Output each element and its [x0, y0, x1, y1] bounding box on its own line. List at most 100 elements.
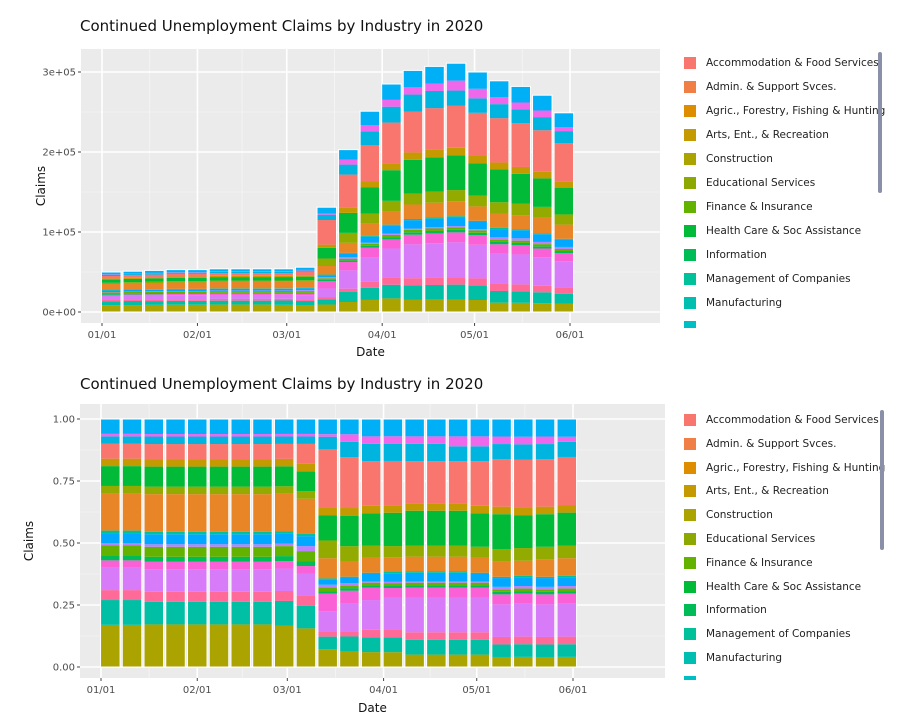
bar-segment — [252, 546, 273, 557]
legend-key — [684, 201, 696, 213]
bar-segment — [361, 461, 381, 506]
legend-key — [684, 153, 696, 165]
bar-segment — [252, 531, 273, 535]
bar-segment — [467, 220, 488, 222]
bar-segment — [383, 546, 403, 558]
bar-segment — [532, 303, 553, 312]
bar-outline — [230, 268, 251, 313]
bar-outline — [208, 268, 230, 313]
bar-segment — [100, 533, 121, 543]
bar-segment — [165, 561, 186, 570]
bar-segment — [122, 436, 142, 444]
bar-segment — [317, 636, 338, 650]
bar-segment — [513, 636, 534, 645]
bar-segment — [424, 191, 445, 203]
bar-segment — [209, 300, 229, 305]
bar-segment — [381, 225, 402, 234]
bar-segment — [295, 293, 315, 296]
bar-segment — [166, 277, 186, 282]
bar-segment — [317, 558, 338, 579]
bar-segment — [381, 170, 402, 201]
bar-segment — [209, 280, 229, 282]
bar-segment — [404, 571, 425, 573]
bar-segment — [383, 573, 403, 582]
bar-segment — [317, 449, 338, 508]
legend-top[interactable]: Accommodation & Food Services Admin. & Su… — [680, 50, 895, 328]
bar-outline — [556, 418, 578, 668]
bar-segment — [295, 292, 315, 294]
bar-segment — [446, 284, 466, 300]
bar-segment — [338, 232, 359, 243]
bar-segment — [144, 304, 165, 312]
bar-segment — [510, 86, 531, 103]
bar-segment — [122, 624, 142, 667]
bar-segment — [230, 444, 251, 460]
legend-key — [684, 437, 696, 450]
legend-bottom[interactable]: Accommodation & Food Services Admin. & Su… — [680, 408, 895, 680]
bar-segment — [101, 305, 121, 312]
bar-segment — [535, 506, 555, 515]
bar-segment — [122, 590, 142, 601]
bar-segment — [513, 575, 534, 578]
bar-segment — [209, 419, 229, 435]
bar-segment — [424, 227, 445, 229]
bar-segment — [338, 258, 359, 261]
bar-segment — [144, 624, 164, 667]
bar-segment — [403, 193, 423, 205]
bar-segment — [295, 295, 315, 300]
bar-segment — [187, 591, 208, 602]
legend-label: Health Care & Soc Assistance — [706, 580, 862, 593]
bar-segment — [360, 131, 380, 146]
legend-scrollbar-bottom[interactable] — [880, 410, 884, 550]
bar-segment — [122, 543, 142, 546]
bar-segment — [339, 585, 360, 589]
bar-segment — [448, 572, 468, 582]
bar-segment — [361, 574, 381, 582]
bar-segment — [230, 531, 251, 535]
bar-segment — [317, 288, 337, 298]
bar-segment — [513, 436, 534, 445]
legend-scrollbar-top[interactable] — [878, 52, 882, 193]
bar-segment — [470, 446, 490, 462]
bar-segment — [165, 544, 186, 547]
bar-segment — [144, 434, 164, 437]
bar-segment — [252, 434, 273, 437]
bar-segment — [467, 112, 488, 156]
bar-segment — [296, 605, 316, 629]
bar-segment — [557, 505, 577, 513]
bar-segment — [123, 292, 143, 294]
legend-item: Finance & Insurance — [684, 197, 813, 217]
bar-segment — [295, 300, 315, 306]
bar-segment — [296, 628, 316, 667]
bar-segment — [535, 559, 555, 577]
bar-outline — [338, 149, 359, 313]
bar-segment — [100, 458, 121, 467]
legend-label: Health Care & Soc Assistance — [706, 225, 862, 237]
bar-segment — [273, 273, 294, 276]
bar-segment — [403, 229, 423, 233]
bar-segment — [209, 544, 229, 547]
bar-segment — [360, 181, 380, 188]
bar-segment — [532, 110, 553, 118]
bar-segment — [230, 304, 251, 312]
bar-segment — [274, 531, 294, 534]
bar-segment — [381, 234, 402, 238]
bar-segment — [165, 459, 186, 467]
x-axis-title: Date — [358, 701, 387, 715]
bar-segment — [360, 242, 380, 244]
bar-segment — [123, 274, 143, 276]
legend-item: Information — [684, 245, 767, 265]
bar-segment — [510, 215, 531, 230]
bar-segment — [383, 597, 403, 630]
bar-segment — [446, 80, 466, 91]
bar-segment — [424, 218, 445, 228]
bar-segment — [230, 534, 251, 545]
bar-segment — [535, 636, 555, 645]
bar-segment — [489, 241, 509, 245]
bar-segment — [403, 152, 423, 160]
bar-segment — [144, 270, 165, 273]
bar-segment — [360, 213, 380, 224]
chart-title-bottom: Continued Unemployment Claims by Industr… — [80, 375, 484, 393]
bar-segment — [403, 232, 423, 235]
bar-segment — [209, 294, 229, 299]
